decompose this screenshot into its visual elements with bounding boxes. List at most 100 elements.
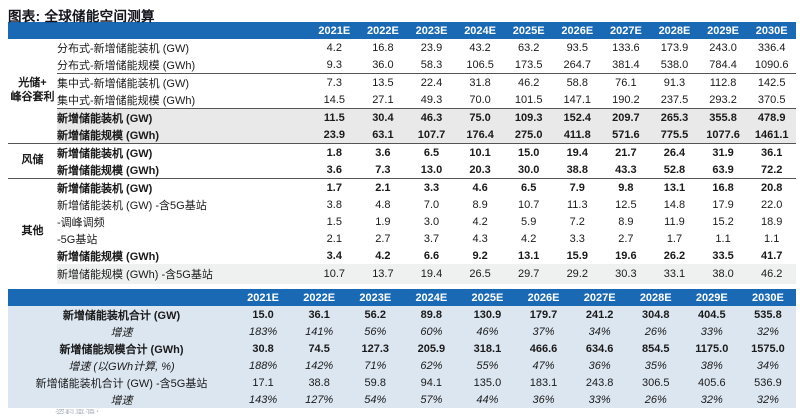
value-cell: 49.3 <box>407 91 456 109</box>
value-cell: 7.0 <box>423 198 440 211</box>
group-label-other: 其他 <box>21 224 44 237</box>
value-cell: 1.5 <box>326 215 342 228</box>
value-cell: 38.0 <box>698 264 748 284</box>
row-label: -5G基站 <box>57 233 98 246</box>
value-cell: 190.2 <box>601 91 651 109</box>
value-cell: 106.5 <box>455 56 505 74</box>
value-cell: 15.2 <box>712 215 734 228</box>
value-cell: 8.9 <box>472 198 488 211</box>
summary-value-cell: 30.8 <box>235 340 292 357</box>
row-label: 新增储能规模 (GWh) <box>57 250 160 263</box>
value-cell: 109.3 <box>504 108 553 126</box>
data-row: -5G基站 2.1 2.7 3.7 4.3 4.2 3.3 2.7 1.7 1.1 1.1 <box>8 230 796 247</box>
value-cell: 3.7 <box>423 232 440 245</box>
summary-value-cell: 466.6 <box>515 340 572 357</box>
value-cell: 2.1 <box>326 232 342 245</box>
value-cell: 147.1 <box>552 91 602 109</box>
row-label: 集中式-新增储能规模 (GWh) <box>57 91 311 109</box>
value-cell: 4.2 <box>472 215 488 228</box>
value-cell: 16.8 <box>712 181 734 194</box>
main-table-body: 光储+ 峰谷套利 分布式-新增储能装机 (GW) 4.2 16.8 23.9 43.2 63.… <box>8 39 796 284</box>
summary-value-cell: 304.8 <box>627 306 684 323</box>
value-cell: 14.8 <box>663 198 686 211</box>
summary-value-cell: 62% <box>403 357 460 374</box>
summary-row-label: 增速 <box>8 391 236 408</box>
value-cell: 4.2 <box>521 232 537 245</box>
summary-row: 新增储能装机合计 (GW) -含5G基站 17.1 38.8 59.8 94.1 135.… <box>8 374 796 391</box>
year-header-cell: 2024E <box>455 22 505 39</box>
summary-value-cell: 205.9 <box>403 340 460 357</box>
value-cell: 52.8 <box>650 161 699 179</box>
summary-value-cell: 306.5 <box>627 374 684 391</box>
data-row: 其他 新增储能装机 (GW) 1.7 2.1 3.3 4.6 6.5 7.9 9.8 13.1 16… <box>8 179 796 237</box>
summary-value-cell: 318.1 <box>459 340 516 357</box>
summary-value-cell: 188% <box>235 357 292 374</box>
clipped-footer-source-text: 资料来源： <box>55 409 800 414</box>
value-cell: 16.8 <box>372 41 394 54</box>
value-cell: 11.5 <box>310 108 359 126</box>
value-cell: 63.2 <box>517 41 540 54</box>
value-cell: 209.7 <box>601 108 651 126</box>
row-label: 新增储能规模 (GWh) <box>57 161 311 179</box>
group-label-wind: 风储 <box>8 143 57 179</box>
value-cell: 10.1 <box>469 146 491 159</box>
value-cell: 8.9 <box>618 215 634 228</box>
value-cell: 13.7 <box>358 264 408 284</box>
summary-value-cell: 56.2 <box>347 306 404 323</box>
summary-value-cell: 35% <box>627 357 684 374</box>
summary-row: 新增储能规模合计 (GWh) 30.8 74.5 127.3 205.9 318.1 466… <box>8 340 796 357</box>
value-cell: 30.0 <box>504 161 553 179</box>
summary-table-head: 2021E 2022E 2023E 2024E 2025E 2026E 2027E 2028E… <box>8 289 796 306</box>
summary-value-cell: 34% <box>739 357 796 374</box>
value-cell: 22.0 <box>760 198 783 211</box>
value-cell: 4.2 <box>375 249 391 262</box>
year-header-cell: 2026E <box>552 22 602 39</box>
value-cell: 3.3 <box>423 181 440 194</box>
value-cell: 336.4 <box>757 41 786 54</box>
value-cell: 101.5 <box>504 91 553 109</box>
value-cell: 1.9 <box>375 215 391 228</box>
value-cell: 152.4 <box>552 108 602 126</box>
summary-value-cell: 36% <box>515 391 572 408</box>
row-label: 新增储能装机 (GW) <box>57 182 153 195</box>
value-cell: 2.7 <box>618 232 634 245</box>
value-cell: 33.1 <box>650 264 699 284</box>
summary-value-cell: 94.1 <box>403 374 460 391</box>
year-header-cell: 2022E <box>358 22 408 39</box>
summary-value-cell: 36% <box>571 357 628 374</box>
value-cell: 72.2 <box>747 161 796 179</box>
summary-value-cell: 74.5 <box>291 340 348 357</box>
summary-value-cell: 404.5 <box>683 306 740 323</box>
summary-row-label: 新增储能规模合计 (GWh) <box>8 340 236 357</box>
value-cell: 3.6 <box>375 146 391 159</box>
summary-value-cell: 1175.0 <box>683 340 740 357</box>
summary-value-cell: 60% <box>403 323 460 340</box>
storage-forecast-table: 2021E 2022E 2023E 2024E 2025E 2026E 2027E 2028E… <box>8 22 796 284</box>
row-label: 新增储能装机 (GW) <box>57 147 153 160</box>
value-cell: 70.0 <box>455 91 505 109</box>
summary-value-cell: 38% <box>683 357 740 374</box>
data-row: 新增储能规模 (GWh) 23.9 63.1 107.7 176.4 275.0 411.8… <box>8 126 796 144</box>
value-cell: 19.4 <box>407 264 456 284</box>
value-cell: 63.1 <box>358 126 408 144</box>
summary-value-cell: 854.5 <box>627 340 684 357</box>
value-cell: 13.0 <box>407 161 456 179</box>
value-cell: 775.5 <box>650 126 699 144</box>
value-cell: 43.3 <box>601 161 651 179</box>
value-cell: 538.0 <box>650 56 699 74</box>
data-row: 光储+ 峰谷套利 分布式-新增储能装机 (GW) 4.2 16.8 23.9 43.2 63.… <box>8 39 796 144</box>
year-header-cell: 2029E <box>698 22 748 39</box>
row-label: 分布式-新增储能装机 (GW) <box>57 42 189 55</box>
group-label-pv: 光储+ 峰谷套利 <box>8 39 57 144</box>
summary-row-label: 新增储能装机合计 (GW) <box>8 306 236 323</box>
value-cell: 6.6 <box>423 249 440 262</box>
value-cell: 18.9 <box>760 215 783 228</box>
summary-value-cell: 33% <box>571 391 628 408</box>
value-cell: 38.8 <box>552 161 602 179</box>
summary-row: 新增储能装机合计 (GW) 15.0 36.1 56.2 89.8 130.9 179.7 2… <box>8 306 796 323</box>
value-cell: 27.1 <box>358 91 408 109</box>
value-cell: 293.2 <box>698 91 748 109</box>
value-cell: 63.9 <box>698 161 748 179</box>
value-cell: 4.2 <box>326 41 342 54</box>
value-cell: 107.7 <box>407 126 456 144</box>
